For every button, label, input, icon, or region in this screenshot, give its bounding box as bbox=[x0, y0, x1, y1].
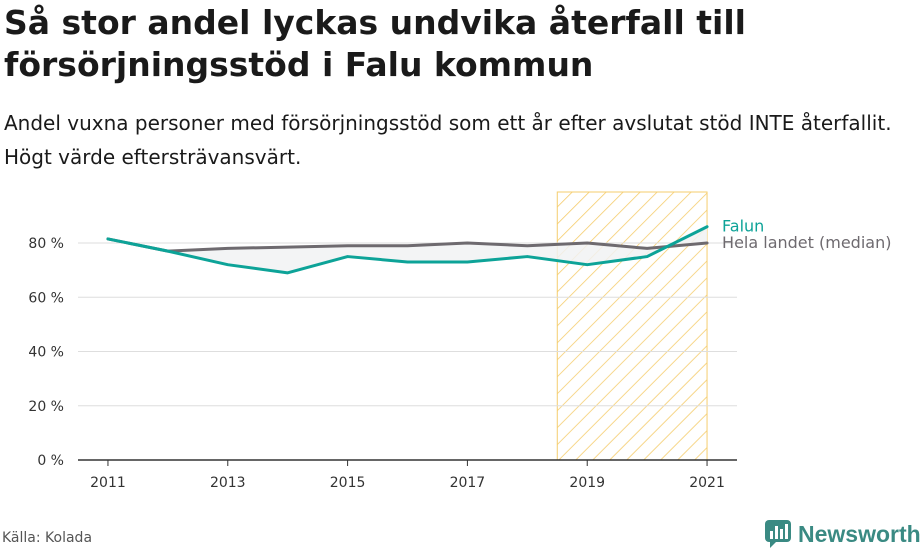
y-tick-label: 60 % bbox=[28, 290, 64, 306]
x-tick-label: 2021 bbox=[689, 475, 725, 491]
source-note: Källa: Kolada bbox=[2, 530, 93, 546]
y-tick-label: 80 % bbox=[28, 236, 64, 252]
x-tick-label: 2015 bbox=[330, 475, 366, 491]
x-tick-label: 2017 bbox=[450, 475, 486, 491]
x-tick-label: 2011 bbox=[90, 475, 126, 491]
difference-area bbox=[107, 226, 708, 273]
chart-subtitle: Andel vuxna personer med försörjningsstö… bbox=[4, 111, 892, 169]
y-tick-label: 0 % bbox=[37, 453, 64, 469]
newsworthy-logo: Newsworthy bbox=[764, 518, 920, 550]
x-tick-label: 2013 bbox=[210, 475, 246, 491]
series-label-median: Hela landet (median) bbox=[722, 233, 891, 252]
series-label-falun: Falun bbox=[722, 217, 764, 236]
highlight-period bbox=[556, 191, 708, 461]
brand-name: Newsworthy bbox=[798, 520, 920, 547]
chart-title: Så stor andel lyckas undvika återfall ti… bbox=[4, 3, 746, 84]
bar-chart-bubble-icon bbox=[765, 520, 791, 548]
series-line-hela-landet-median bbox=[106, 237, 709, 253]
series-line-falun bbox=[106, 225, 709, 275]
y-tick-label: 20 % bbox=[28, 399, 64, 415]
y-tick-label: 40 % bbox=[28, 345, 64, 361]
x-tick-label: 2019 bbox=[569, 475, 605, 491]
